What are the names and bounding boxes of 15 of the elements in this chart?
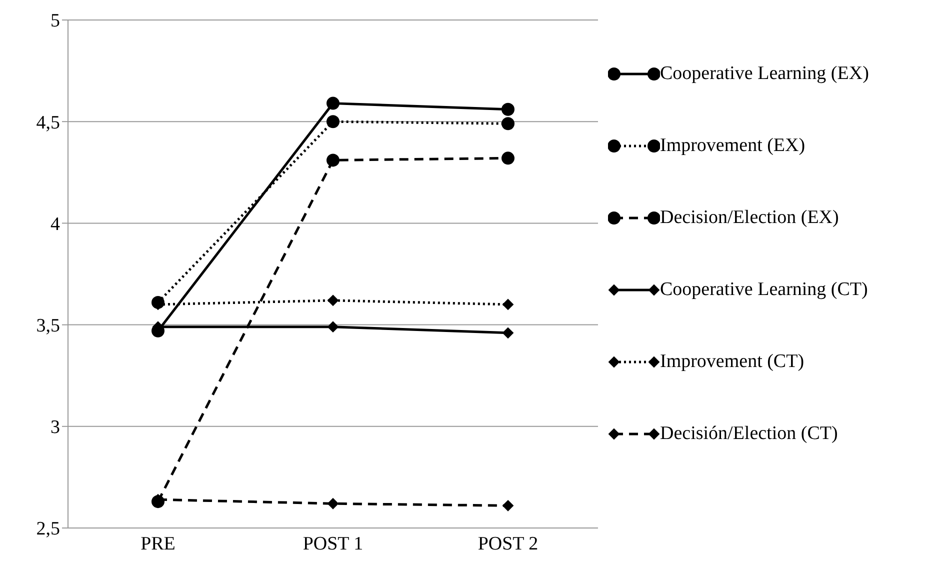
legend-label: Decision/Election (EX) — [660, 207, 839, 229]
y-tick-label: 3,5 — [36, 316, 60, 337]
y-tick-label: 4 — [50, 214, 60, 235]
y-tick-label: 5 — [50, 10, 60, 32]
y-tick-label: 4,5 — [36, 112, 60, 134]
y-tick-label: 3 — [50, 417, 60, 438]
y-tick-label: 2,5 — [36, 518, 60, 540]
x-tick-label: POST 2 — [478, 533, 538, 554]
x-tick-label: POST 1 — [302, 533, 364, 554]
x-tick-label: PRE — [140, 533, 176, 554]
legend-label: Cooperative Learning (EX) — [660, 63, 869, 85]
legend-label: Improvement (EX) — [660, 135, 806, 157]
legend-label: Cooperative Learning (CT) — [660, 279, 868, 301]
legend-label: Improvement (CT) — [660, 351, 804, 373]
legend-label: Decisión/Election (CT) — [660, 423, 838, 445]
